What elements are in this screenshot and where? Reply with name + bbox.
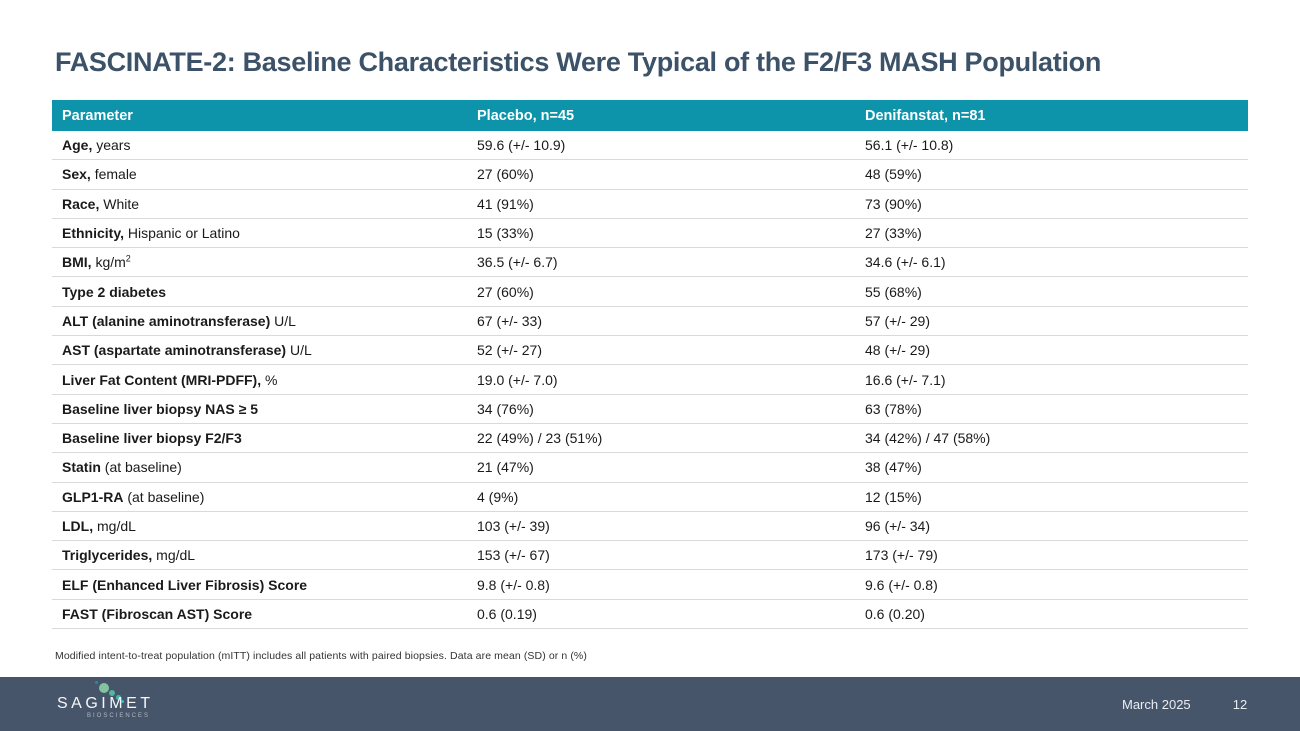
- parameter-cell: BMI, kg/m2: [62, 254, 131, 271]
- table-row: Type 2 diabetes 27 (60%) 55 (68%): [52, 277, 1248, 307]
- table-row: BMI, kg/m2 36.5 (+/- 6.7) 34.6 (+/- 6.1): [52, 248, 1248, 278]
- denifanstat-value-cell: 27 (33%): [865, 225, 922, 242]
- logo-subtext: BIOSCIENCES: [87, 713, 151, 719]
- table-row: Triglycerides, mg/dL 153 (+/- 67) 173 (+/-…: [52, 541, 1248, 571]
- denifanstat-value-cell: 34.6 (+/- 6.1): [865, 254, 946, 271]
- placebo-value-cell: 27 (60%): [477, 166, 534, 183]
- table-row: ELF (Enhanced Liver Fibrosis) Score 9.8 (…: [52, 570, 1248, 600]
- placebo-value-cell: 21 (47%): [477, 459, 534, 476]
- denifanstat-value-cell: 12 (15%): [865, 488, 922, 505]
- table-header-row: Parameter Placebo, n=45 Denifanstat, n=8…: [52, 100, 1248, 131]
- placebo-value-cell: 52 (+/- 27): [477, 342, 542, 359]
- placebo-value-cell: 59.6 (+/- 10.9): [477, 137, 566, 154]
- parameter-cell: AST (aspartate aminotransferase) U/L: [62, 342, 312, 359]
- logo-dot-icon: [99, 683, 109, 693]
- placebo-value-cell: 9.8 (+/- 0.8): [477, 576, 550, 593]
- parameter-cell: FAST (Fibroscan AST) Score: [62, 605, 253, 622]
- placebo-value-cell: 27 (60%): [477, 283, 534, 300]
- denifanstat-value-cell: 48 (59%): [865, 166, 922, 183]
- table-row: Liver Fat Content (MRI-PDFF), % 19.0 (+/-…: [52, 365, 1248, 395]
- logo-dot-icon: [121, 700, 124, 703]
- table-row: FAST (Fibroscan AST) Score 0.6 (0.19) 0.6 …: [52, 599, 1248, 630]
- denifanstat-value-cell: 9.6 (+/- 0.8): [865, 576, 938, 593]
- header-denifanstat: Denifanstat, n=81: [865, 107, 986, 124]
- placebo-value-cell: 34 (76%): [477, 400, 534, 417]
- denifanstat-value-cell: 38 (47%): [865, 459, 922, 476]
- denifanstat-value-cell: 57 (+/- 29): [865, 312, 930, 329]
- placebo-value-cell: 36.5 (+/- 6.7): [477, 254, 558, 271]
- logo-dot-icon: [95, 681, 98, 684]
- table-row: AST (aspartate aminotransferase) U/L 52 (…: [52, 336, 1248, 366]
- page-title: FASCINATE-2: Baseline Characteristics We…: [55, 47, 1102, 77]
- footer-date: March 2025: [1122, 697, 1191, 712]
- parameter-cell: Triglycerides, mg/dL: [62, 547, 196, 564]
- denifanstat-value-cell: 56.1 (+/- 10.8): [865, 137, 954, 154]
- denifanstat-value-cell: 173 (+/- 79): [865, 547, 938, 564]
- denifanstat-value-cell: 34 (42%) / 47 (58%): [865, 430, 991, 447]
- placebo-value-cell: 15 (33%): [477, 225, 534, 242]
- parameter-cell: Baseline liver biopsy F2/F3: [62, 430, 242, 447]
- table-body: Age, years 59.6 (+/- 10.9) 56.1 (+/- 10.8)…: [52, 131, 1248, 630]
- placebo-value-cell: 103 (+/- 39): [477, 518, 550, 534]
- table-row: Sex, female 27 (60%) 48 (59%): [52, 160, 1248, 190]
- parameter-cell: Ethnicity, Hispanic or Latino: [62, 225, 240, 242]
- parameter-cell: Type 2 diabetes: [62, 283, 167, 300]
- table-row: Baseline liver biopsy F2/F3 22 (49%) / 23…: [52, 423, 1248, 454]
- denifanstat-value-cell: 73 (90%): [865, 195, 922, 212]
- table-row: LDL, mg/dL 103 (+/- 39) 96 (+/- 34): [52, 511, 1248, 542]
- header-placebo: Placebo, n=45: [477, 107, 575, 124]
- placebo-value-cell: 67 (+/- 33): [477, 312, 542, 329]
- table-row: ALT (alanine aminotransferase) U/L 67 (+/…: [52, 306, 1248, 337]
- table-row: Statin (at baseline) 21 (47%) 38 (47%): [52, 453, 1248, 483]
- logo-dot-icon: [109, 690, 115, 696]
- parameter-cell: Liver Fat Content (MRI-PDFF), %: [62, 371, 278, 388]
- sagimet-logo: SAGIMET BIOSCIENCES: [57, 677, 187, 731]
- denifanstat-value-cell: 48 (+/- 29): [865, 342, 930, 359]
- denifanstat-value-cell: 55 (68%): [865, 283, 922, 300]
- placebo-value-cell: 0.6 (0.19): [477, 605, 537, 622]
- footer-bar: SAGIMET BIOSCIENCES March 2025 12: [0, 677, 1300, 731]
- page-number: 12: [1232, 697, 1248, 712]
- placebo-value-cell: 22 (49%) / 23 (51%): [477, 430, 603, 447]
- footnote: Modified intent-to-treat population (mIT…: [55, 650, 587, 662]
- placebo-value-cell: 19.0 (+/- 7.0): [477, 371, 558, 388]
- header-parameter: Parameter: [62, 107, 133, 124]
- placebo-value-cell: 153 (+/- 67): [477, 547, 550, 564]
- baseline-characteristics-table: Parameter Placebo, n=45 Denifanstat, n=8…: [52, 100, 1248, 630]
- table-row: Age, years 59.6 (+/- 10.9) 56.1 (+/- 10.8): [52, 131, 1248, 161]
- table-row: Race, White 41 (91%) 73 (90%): [52, 189, 1248, 219]
- placebo-value-cell: 4 (9%): [477, 488, 519, 505]
- parameter-cell: ELF (Enhanced Liver Fibrosis) Score: [62, 576, 308, 593]
- placebo-value-cell: 41 (91%): [477, 195, 534, 212]
- parameter-cell: Statin (at baseline): [62, 459, 182, 476]
- table-row: GLP1-RA (at baseline) 4 (9%) 12 (15%): [52, 482, 1248, 512]
- parameter-cell: GLP1-RA (at baseline): [62, 488, 205, 505]
- table-row: Ethnicity, Hispanic or Latino 15 (33%) 27 …: [52, 218, 1248, 249]
- parameter-cell: LDL, mg/dL: [62, 518, 136, 534]
- denifanstat-value-cell: 0.6 (0.20): [865, 605, 925, 622]
- denifanstat-value-cell: 96 (+/- 34): [865, 518, 930, 534]
- denifanstat-value-cell: 63 (78%): [865, 400, 922, 417]
- table-row: Baseline liver biopsy NAS ≥ 5 34 (76%) 63 …: [52, 394, 1248, 424]
- parameter-cell: Race, White: [62, 195, 140, 212]
- parameter-cell: ALT (alanine aminotransferase) U/L: [62, 312, 296, 329]
- parameter-cell: Sex, female: [62, 166, 137, 183]
- logo-dot-icon: [116, 695, 121, 700]
- logo-wordmark: SAGIMET: [57, 695, 154, 712]
- parameter-cell: Age, years: [62, 137, 131, 154]
- denifanstat-value-cell: 16.6 (+/- 7.1): [865, 371, 946, 388]
- parameter-cell: Baseline liver biopsy NAS ≥ 5: [62, 400, 258, 417]
